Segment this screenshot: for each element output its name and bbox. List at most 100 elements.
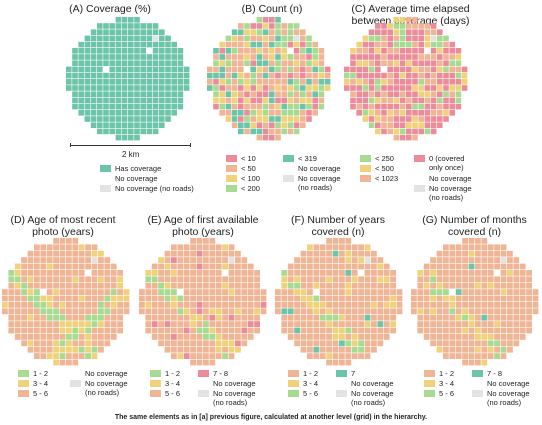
grid-cell (294, 270, 300, 276)
grid-cell (196, 334, 203, 340)
grid-cell (507, 302, 513, 308)
grid-cell (21, 295, 27, 302)
legend-a: Has coverage No coverage No coverage (no… (100, 164, 194, 194)
grid-cell (146, 60, 153, 66)
grid-cell (121, 54, 128, 60)
grid-cell (381, 110, 387, 116)
grid-cell (350, 72, 356, 79)
grid-cell (115, 17, 122, 23)
grid-cell (110, 270, 117, 276)
grid-cell (190, 359, 196, 366)
grid-cell (418, 79, 424, 85)
grid-cell (66, 327, 72, 334)
grid-cell (436, 308, 443, 315)
grid-cell (254, 321, 260, 327)
grid-cell (526, 314, 532, 321)
grid-cell (481, 257, 488, 263)
grid-cell (332, 314, 339, 321)
grid-cell (269, 23, 275, 29)
grid-cell (78, 41, 84, 48)
grid-cell (177, 340, 184, 347)
grid-cell (158, 289, 164, 295)
grid-cell (235, 276, 241, 283)
grid-cell (53, 334, 59, 340)
grid-cell (109, 85, 115, 91)
legend-swatch (226, 155, 237, 162)
grid-cell (177, 244, 184, 251)
legend-label: No coverage (213, 379, 256, 388)
grid-cell (377, 321, 384, 327)
grid-cell (203, 334, 209, 340)
grid-cell (351, 308, 358, 315)
grid-cell (455, 289, 462, 295)
legend-swatch (288, 380, 299, 387)
grid-cell (406, 35, 412, 42)
grid-cell (494, 327, 500, 334)
grid-cell (269, 66, 275, 73)
legend-swatch (100, 165, 111, 172)
grid-cell (177, 263, 184, 270)
grid-cell (339, 276, 345, 283)
legend-swatch (283, 155, 294, 162)
grid-cell (27, 314, 34, 321)
grid-cell (140, 72, 146, 79)
grid-cell (375, 122, 381, 128)
grid-cell (481, 353, 488, 359)
grid-cell (364, 276, 371, 283)
grid-cell (209, 295, 216, 302)
grid-cell (390, 321, 396, 327)
grid-cell (196, 238, 203, 244)
grid-cell (219, 66, 225, 73)
grid-cell (222, 282, 228, 289)
grid-cell (287, 321, 294, 327)
grid-cell (78, 334, 85, 340)
grid-cell (231, 41, 238, 48)
grid-cell (345, 308, 352, 315)
grid-cell (146, 110, 153, 116)
grid-cell (300, 276, 307, 283)
grid-cell (103, 35, 109, 42)
legend-swatch (226, 175, 237, 182)
grid-cell (158, 334, 164, 340)
grid-cell (164, 346, 171, 353)
grid-cell (364, 308, 371, 315)
grid-cell (219, 79, 225, 85)
grid-cell (344, 72, 350, 79)
grid-cell (449, 91, 455, 97)
grid-cell (247, 295, 254, 302)
grid-cell (140, 54, 146, 60)
grid-cell (358, 263, 364, 270)
grid-cell (34, 282, 40, 289)
grid-cell (228, 263, 235, 270)
grid-cell (228, 250, 235, 257)
grid-cell (350, 54, 356, 60)
grid-cell (53, 276, 59, 283)
grid-cell (21, 289, 27, 295)
grid-cell (275, 116, 281, 122)
grid-cell (455, 97, 462, 104)
grid-cell (171, 79, 177, 85)
grid-cell (269, 97, 275, 104)
grid-cell (383, 276, 390, 283)
grid-cell (90, 29, 97, 35)
grid-cell (475, 263, 481, 270)
grid-cell (436, 295, 443, 302)
grid-cell (449, 276, 456, 283)
grid-cell (430, 321, 436, 327)
grid-cell (196, 250, 203, 257)
grid-cell (103, 72, 109, 79)
legend-label: 1 - 2 (33, 369, 49, 378)
grid-cell (318, 97, 325, 104)
grid-cell (339, 282, 345, 289)
grid-cell (241, 302, 248, 308)
grid-cell (326, 250, 332, 257)
grid-cell (293, 79, 300, 85)
grid-cell (145, 289, 152, 295)
grid-cell (356, 41, 362, 48)
grid-cell (171, 314, 177, 321)
grid-cell (134, 60, 140, 66)
grid-cell (281, 308, 288, 315)
grid-cell (128, 72, 134, 79)
grid-cell (256, 29, 263, 35)
grid-cell (318, 48, 325, 54)
